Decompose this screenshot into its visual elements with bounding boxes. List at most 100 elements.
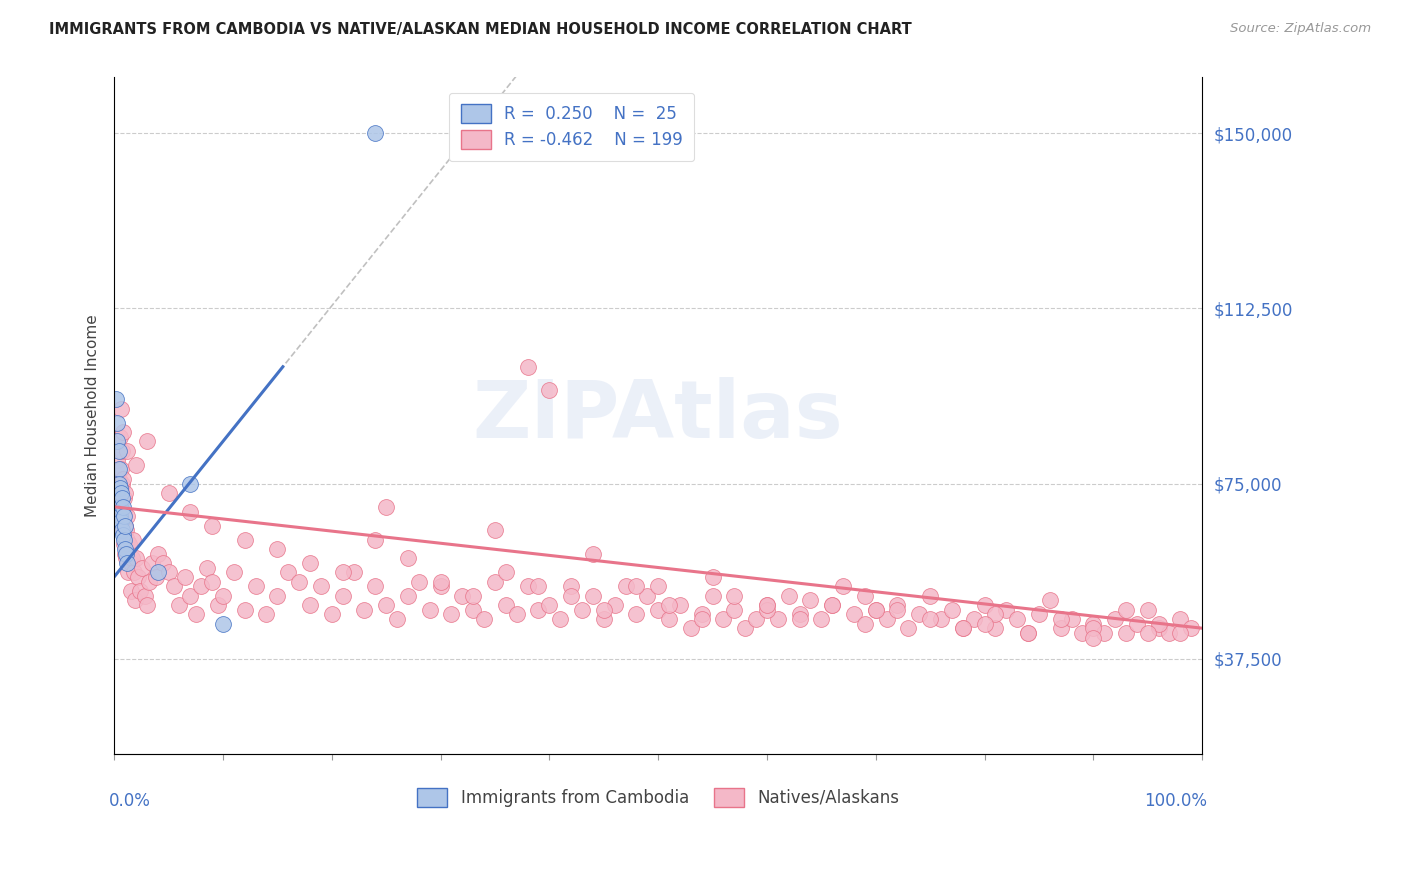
Point — [1136, 602, 1159, 616]
Point — [1017, 625, 1039, 640]
Point — [1049, 621, 1071, 635]
Point — [973, 616, 995, 631]
Point — [702, 570, 724, 584]
Point — [110, 481, 132, 495]
Point — [111, 472, 134, 486]
Point — [1092, 625, 1115, 640]
Point — [385, 612, 408, 626]
Point — [121, 551, 143, 566]
Point — [484, 523, 506, 537]
Point — [429, 579, 451, 593]
Point — [107, 416, 129, 430]
Point — [107, 462, 129, 476]
Point — [114, 518, 136, 533]
Point — [995, 602, 1018, 616]
Point — [114, 541, 136, 556]
Point — [117, 565, 139, 579]
Text: IMMIGRANTS FROM CAMBODIA VS NATIVE/ALASKAN MEDIAN HOUSEHOLD INCOME CORRELATION C: IMMIGRANTS FROM CAMBODIA VS NATIVE/ALASK… — [49, 22, 912, 37]
Point — [647, 579, 669, 593]
Point — [463, 589, 485, 603]
Point — [108, 509, 131, 524]
Point — [396, 589, 419, 603]
Point — [952, 621, 974, 635]
Point — [973, 598, 995, 612]
Point — [342, 565, 364, 579]
Point — [506, 607, 529, 622]
Point — [266, 541, 288, 556]
Point — [755, 598, 778, 612]
Point — [169, 598, 191, 612]
Point — [184, 607, 207, 622]
Point — [1083, 621, 1105, 635]
Point — [897, 621, 920, 635]
Point — [117, 556, 139, 570]
Text: 0.0%: 0.0% — [108, 791, 150, 810]
Point — [375, 598, 398, 612]
Point — [821, 598, 844, 612]
Point — [713, 612, 735, 626]
Point — [876, 612, 898, 626]
Point — [440, 607, 463, 622]
Point — [1126, 616, 1149, 631]
Point — [353, 602, 375, 616]
Point — [690, 607, 713, 622]
Point — [766, 612, 789, 626]
Point — [810, 612, 832, 626]
Point — [298, 598, 321, 612]
Point — [131, 560, 153, 574]
Point — [321, 607, 343, 622]
Point — [603, 598, 626, 612]
Point — [108, 500, 131, 514]
Point — [1136, 625, 1159, 640]
Y-axis label: Median Household Income: Median Household Income — [86, 315, 100, 517]
Point — [821, 598, 844, 612]
Point — [115, 551, 138, 566]
Point — [256, 607, 278, 622]
Point — [120, 583, 142, 598]
Point — [233, 533, 256, 547]
Point — [886, 598, 908, 612]
Point — [463, 602, 485, 616]
Point — [560, 589, 582, 603]
Point — [472, 612, 495, 626]
Point — [1049, 612, 1071, 626]
Point — [222, 565, 245, 579]
Point — [690, 612, 713, 626]
Point — [1168, 612, 1191, 626]
Point — [364, 579, 387, 593]
Point — [125, 551, 148, 566]
Point — [112, 533, 135, 547]
Point — [592, 602, 614, 616]
Point — [1115, 625, 1137, 640]
Text: ZIPAtlas: ZIPAtlas — [472, 376, 844, 455]
Point — [658, 612, 681, 626]
Point — [121, 533, 143, 547]
Point — [114, 518, 136, 533]
Point — [571, 602, 593, 616]
Point — [1159, 625, 1181, 640]
Point — [112, 509, 135, 524]
Point — [195, 560, 218, 574]
Point — [832, 579, 855, 593]
Point — [516, 579, 538, 593]
Point — [107, 434, 129, 449]
Point — [125, 458, 148, 472]
Point — [163, 579, 186, 593]
Point — [419, 602, 441, 616]
Point — [745, 612, 768, 626]
Point — [179, 589, 201, 603]
Point — [266, 589, 288, 603]
Point — [1147, 621, 1170, 635]
Point — [908, 607, 931, 622]
Point — [538, 383, 561, 397]
Point — [110, 514, 132, 528]
Point — [451, 589, 474, 603]
Point — [984, 621, 1007, 635]
Point — [127, 570, 149, 584]
Point — [108, 491, 131, 505]
Point — [309, 579, 332, 593]
Point — [135, 598, 157, 612]
Point — [929, 612, 952, 626]
Point — [560, 579, 582, 593]
Point — [495, 598, 517, 612]
